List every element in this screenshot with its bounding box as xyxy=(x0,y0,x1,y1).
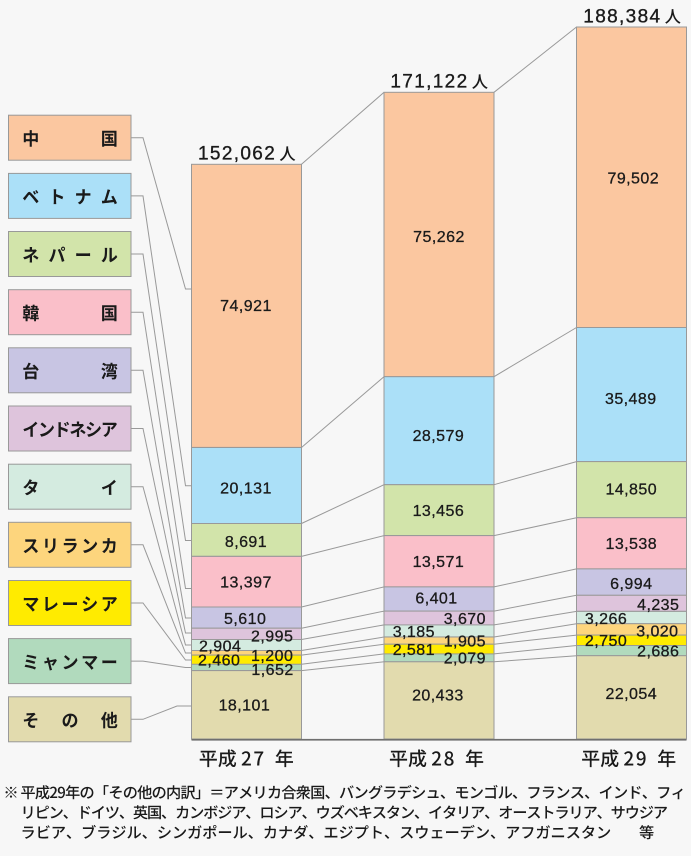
svg-text:2,686: 2,686 xyxy=(637,644,679,661)
svg-text:13,456: 13,456 xyxy=(413,503,465,520)
svg-text:75,262: 75,262 xyxy=(413,229,465,246)
svg-text:2,904: 2,904 xyxy=(199,638,241,655)
svg-text:3,020: 3,020 xyxy=(636,623,678,640)
svg-text:2,079: 2,079 xyxy=(444,651,486,668)
svg-text:188,384: 188,384 xyxy=(583,6,661,27)
svg-text:13,571: 13,571 xyxy=(413,554,465,571)
svg-text:28,579: 28,579 xyxy=(413,428,465,445)
svg-text:79,502: 79,502 xyxy=(607,170,659,187)
svg-text:22,054: 22,054 xyxy=(605,686,657,703)
svg-text:3,185: 3,185 xyxy=(393,624,435,641)
svg-text:1,200: 1,200 xyxy=(251,648,293,665)
svg-text:14,850: 14,850 xyxy=(605,481,657,498)
svg-text:3,266: 3,266 xyxy=(585,611,627,628)
svg-text:8,691: 8,691 xyxy=(225,534,267,551)
svg-text:20,131: 20,131 xyxy=(220,481,272,498)
svg-text:2,995: 2,995 xyxy=(251,628,293,645)
svg-text:35,489: 35,489 xyxy=(605,391,657,408)
svg-text:2,581: 2,581 xyxy=(393,642,435,659)
svg-text:152,062: 152,062 xyxy=(198,144,276,165)
svg-text:1,905: 1,905 xyxy=(444,634,486,651)
svg-text:18,101: 18,101 xyxy=(219,698,271,715)
svg-text:171,122: 171,122 xyxy=(390,72,468,93)
svg-text:6,994: 6,994 xyxy=(610,576,652,593)
svg-text:13,538: 13,538 xyxy=(605,536,657,553)
svg-text:3,670: 3,670 xyxy=(444,611,486,628)
svg-text:13,397: 13,397 xyxy=(220,575,272,592)
svg-text:1,652: 1,652 xyxy=(251,662,293,679)
svg-text:74,921: 74,921 xyxy=(220,298,272,315)
svg-text:6,401: 6,401 xyxy=(415,591,457,608)
svg-text:5,610: 5,610 xyxy=(224,611,266,628)
svg-text:2,750: 2,750 xyxy=(585,633,627,650)
svg-text:4,235: 4,235 xyxy=(637,597,679,614)
svg-text:20,433: 20,433 xyxy=(412,687,464,704)
svg-text:2,460: 2,460 xyxy=(198,652,240,669)
